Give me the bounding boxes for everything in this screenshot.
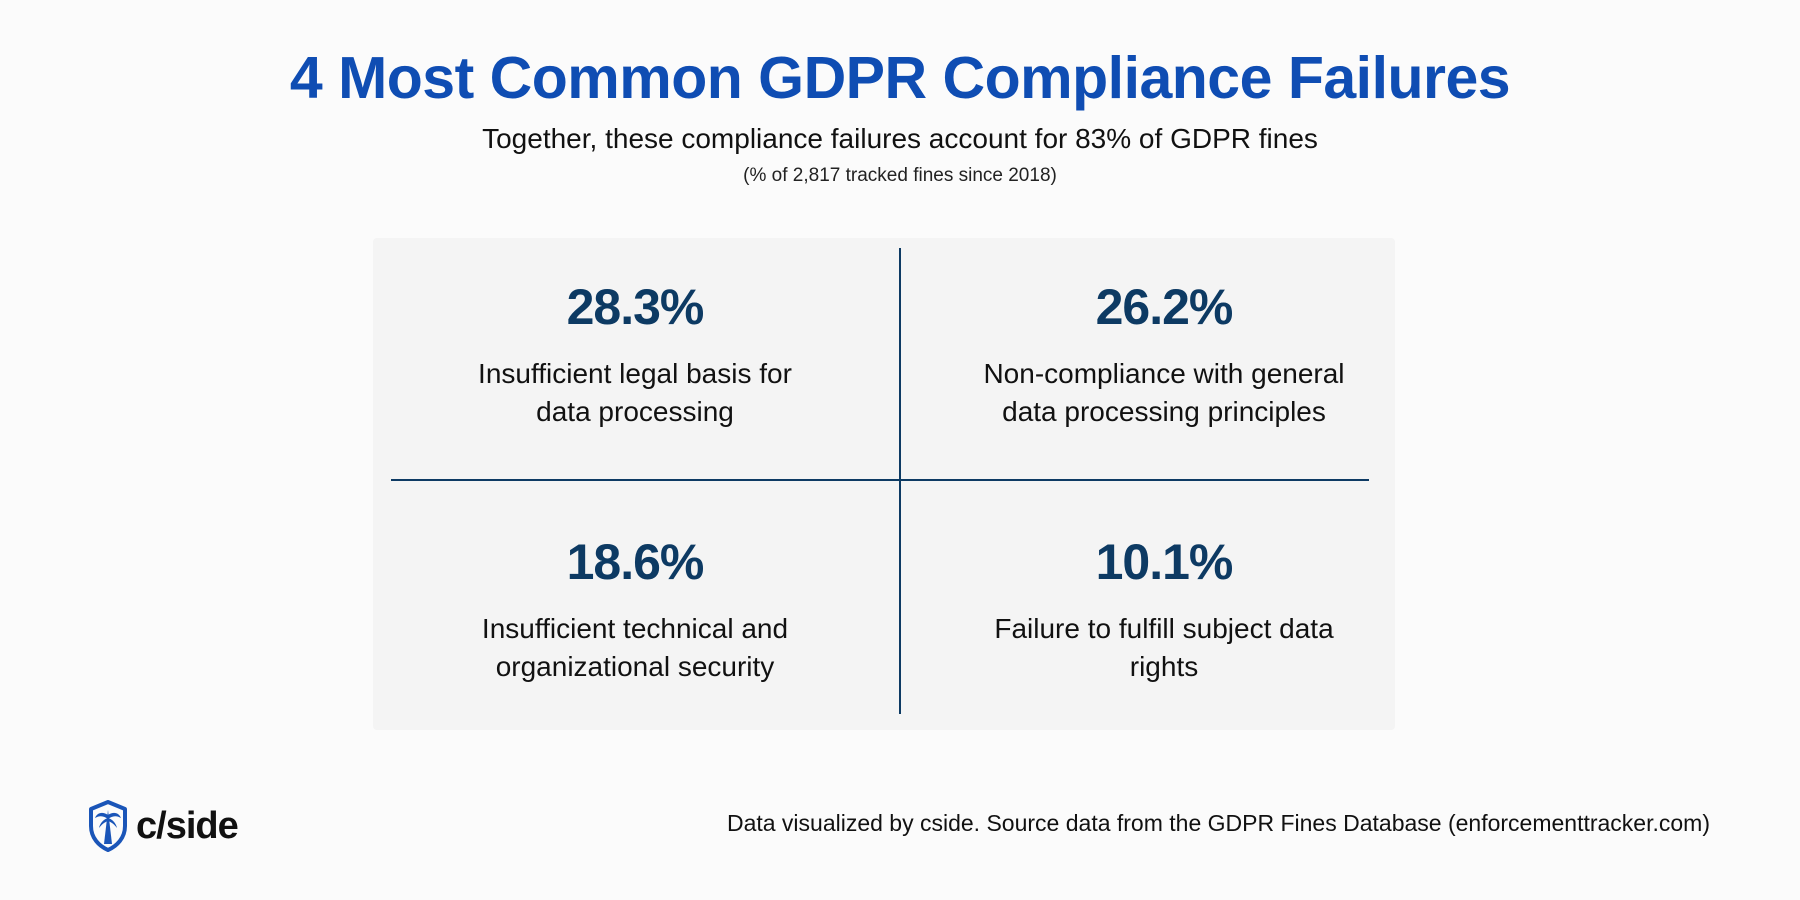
vertical-divider bbox=[899, 248, 901, 714]
horizontal-divider bbox=[391, 479, 1369, 481]
logo-wordmark: c/side bbox=[136, 804, 239, 847]
stat-label-line: data processing bbox=[536, 396, 734, 427]
stat-label-line: rights bbox=[1129, 651, 1199, 682]
stat-label-line: organizational security bbox=[495, 651, 775, 682]
stat-label-line: Failure to fulfill subject data bbox=[994, 613, 1334, 644]
stat-label: Failure to fulfill subject data rights bbox=[944, 610, 1384, 686]
stats-panel bbox=[373, 238, 1395, 730]
stat-cell-legal-basis: 28.3% Insufficient legal basis for data … bbox=[415, 277, 855, 431]
stat-label: Insufficient legal basis for data proces… bbox=[415, 355, 855, 431]
stat-label: Insufficient technical and organizationa… bbox=[415, 610, 855, 686]
source-credit: Data visualized by cside. Source data fr… bbox=[726, 810, 1710, 836]
page-title: 4 Most Common GDPR Compliance Failures bbox=[289, 45, 1511, 111]
stat-label-line: Non-compliance with general bbox=[983, 358, 1345, 389]
cside-logo: c/side bbox=[88, 800, 239, 852]
stat-value: 28.3% bbox=[566, 279, 705, 335]
subtitle: Together, these compliance failures acco… bbox=[482, 123, 1318, 154]
stat-value: 26.2% bbox=[1095, 279, 1234, 335]
stat-label-line: Insufficient technical and bbox=[481, 613, 789, 644]
stat-cell-security: 18.6% Insufficient technical and organiz… bbox=[415, 532, 855, 686]
stat-value: 10.1% bbox=[1095, 534, 1234, 590]
stat-value: 18.6% bbox=[566, 534, 705, 590]
data-note: (% of 2,817 tracked fines since 2018) bbox=[743, 165, 1057, 186]
stat-label: Non-compliance with general data process… bbox=[944, 355, 1384, 431]
stat-cell-general-principles: 26.2% Non-compliance with general data p… bbox=[944, 277, 1384, 431]
stat-label-line: data processing principles bbox=[1002, 396, 1326, 427]
stat-label-line: Insufficient legal basis for bbox=[478, 358, 792, 389]
shield-palm-icon bbox=[89, 800, 127, 852]
stat-cell-subject-rights: 10.1% Failure to fulfill subject data ri… bbox=[944, 532, 1384, 686]
